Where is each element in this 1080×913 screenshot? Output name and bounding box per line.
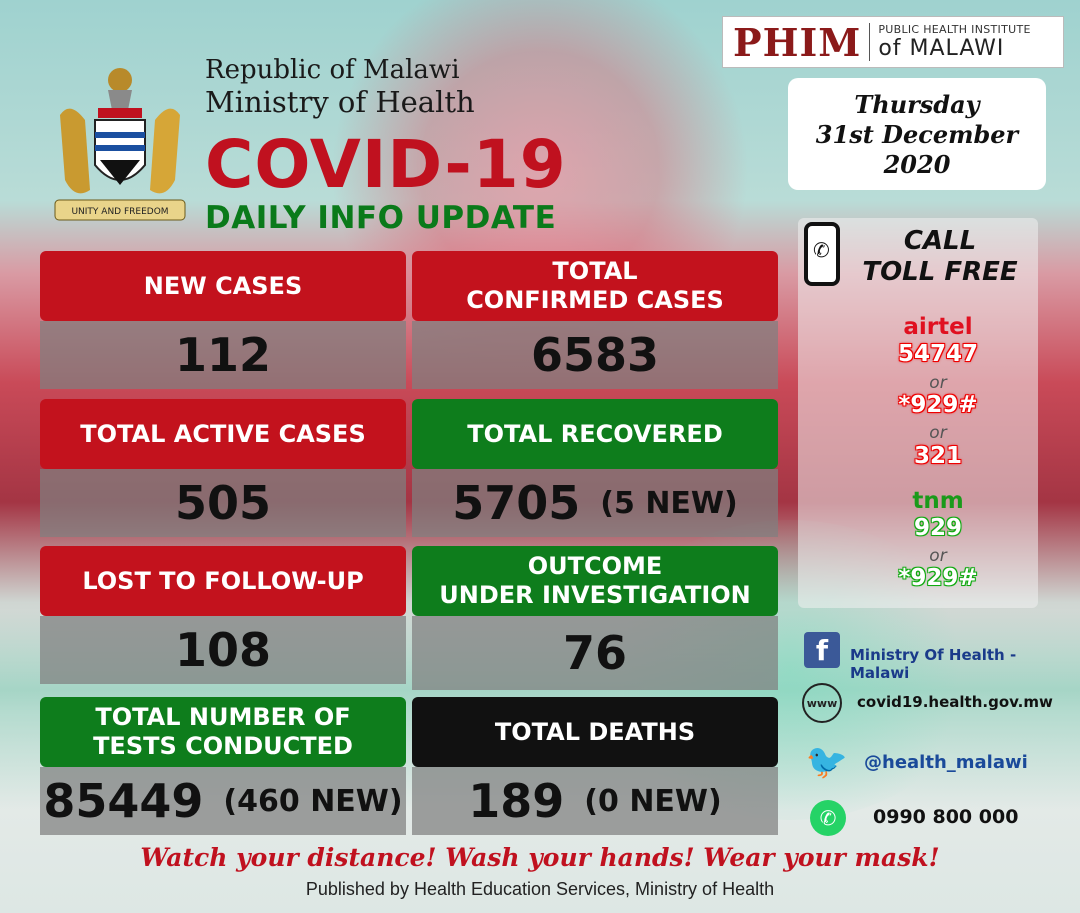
phone-icon bbox=[804, 222, 840, 286]
new-cases-number: 112 bbox=[174, 328, 272, 382]
phim-small-text: PUBLIC HEALTH INSTITUTE bbox=[878, 23, 1031, 36]
whatsapp-icon[interactable]: ✆ bbox=[810, 800, 846, 836]
or-label-3: or bbox=[929, 546, 947, 566]
coat-of-arms-icon: UNITY AND FREEDOM bbox=[54, 68, 186, 221]
facebook-icon[interactable]: f bbox=[804, 632, 840, 668]
new-cases-header: NEW CASES bbox=[40, 251, 406, 321]
airtel-number-1[interactable]: 54747 bbox=[897, 341, 979, 367]
total-recovered-number: 5705 bbox=[452, 476, 581, 530]
slogan: Watch your distance! Wash your hands! We… bbox=[140, 843, 940, 872]
deaths-value: 189 (0 NEW) bbox=[412, 767, 778, 835]
airtel-label: airtel bbox=[903, 314, 973, 340]
tests-note: (460 NEW) bbox=[223, 783, 403, 819]
toll-free-label: TOLL FREE bbox=[862, 257, 1018, 287]
total-confirmed-value: 6583 bbox=[412, 321, 778, 389]
tnm-number-2[interactable]: *929# bbox=[898, 565, 978, 591]
or-label-1: or bbox=[929, 373, 947, 393]
phim-logo-text: PHIM bbox=[733, 19, 862, 65]
page-subtitle: DAILY INFO UPDATE bbox=[205, 200, 557, 236]
total-confirmed-label-2: CONFIRMED CASES bbox=[466, 286, 724, 314]
date-day: Thursday bbox=[854, 90, 980, 119]
active-cases-header: TOTAL ACTIVE CASES bbox=[40, 399, 406, 469]
call-label: CALL bbox=[903, 226, 977, 256]
twitter-icon[interactable]: 🐦 bbox=[805, 742, 849, 782]
total-recovered-header: TOTAL RECOVERED bbox=[412, 399, 778, 469]
tests-number: 85449 bbox=[43, 774, 204, 828]
deaths-number: 189 bbox=[468, 774, 565, 828]
total-recovered-label: TOTAL RECOVERED bbox=[467, 419, 723, 448]
lost-followup-number: 108 bbox=[174, 623, 272, 677]
total-recovered-note: (5 NEW) bbox=[600, 485, 738, 521]
new-cases-label: NEW CASES bbox=[143, 271, 303, 300]
outcome-value: 76 bbox=[412, 616, 778, 690]
phim-logo: PHIM PUBLIC HEALTH INSTITUTE of MALAWI bbox=[722, 16, 1064, 68]
page-title: COVID-19 bbox=[205, 126, 567, 203]
active-cases-value: 505 bbox=[40, 469, 406, 537]
date-box: Thursday 31st December 2020 bbox=[788, 78, 1046, 190]
www-label: www bbox=[806, 696, 838, 710]
phim-big-text: of MALAWI bbox=[878, 36, 1005, 61]
twitter-link[interactable]: @health_malawi bbox=[864, 752, 1028, 773]
deaths-label: TOTAL DEATHS bbox=[494, 717, 696, 746]
outcome-header: OUTCOME UNDER INVESTIGATION bbox=[412, 546, 778, 616]
tests-label-2: TESTS CONDUCTED bbox=[93, 732, 353, 760]
active-cases-label: TOTAL ACTIVE CASES bbox=[80, 419, 366, 448]
website-link[interactable]: covid19.health.gov.mw bbox=[857, 693, 1053, 711]
publisher-credit: Published by Health Education Services, … bbox=[305, 879, 775, 899]
tnm-label: tnm bbox=[912, 488, 964, 514]
tnm-number-1[interactable]: 929 bbox=[913, 515, 962, 541]
lost-followup-value: 108 bbox=[40, 616, 406, 684]
lost-followup-label: LOST TO FOLLOW-UP bbox=[82, 566, 364, 595]
lost-followup-header: LOST TO FOLLOW-UP bbox=[40, 546, 406, 616]
or-label-2: or bbox=[929, 423, 947, 443]
total-recovered-value: 5705 (5 NEW) bbox=[412, 469, 778, 537]
deaths-header: TOTAL DEATHS bbox=[412, 697, 778, 767]
airtel-number-2[interactable]: *929# bbox=[898, 392, 978, 418]
total-confirmed-number: 6583 bbox=[530, 328, 660, 382]
outcome-label-2: UNDER INVESTIGATION bbox=[439, 581, 751, 609]
ministry-header: Republic of Malawi Ministry of Health bbox=[205, 55, 475, 119]
outcome-number: 76 bbox=[562, 626, 627, 680]
date-year: 2020 bbox=[883, 150, 951, 179]
globe-icon[interactable]: www bbox=[802, 683, 842, 723]
toll-free-title: CALL TOLL FREE bbox=[850, 226, 1030, 288]
whatsapp-number[interactable]: 0990 800 000 bbox=[873, 806, 1019, 828]
tests-label-1: TOTAL NUMBER OF bbox=[95, 703, 351, 731]
date-date: 31st December bbox=[815, 120, 1019, 149]
outcome-label-1: OUTCOME bbox=[527, 552, 663, 580]
new-cases-value: 112 bbox=[40, 321, 406, 389]
deaths-note: (0 NEW) bbox=[584, 783, 722, 819]
coat-motto: UNITY AND FREEDOM bbox=[71, 207, 168, 217]
total-confirmed-header: TOTAL CONFIRMED CASES bbox=[412, 251, 778, 321]
tests-header: TOTAL NUMBER OF TESTS CONDUCTED bbox=[40, 697, 406, 767]
republic-title: Republic of Malawi bbox=[205, 55, 460, 85]
total-confirmed-label-1: TOTAL bbox=[552, 257, 638, 285]
active-cases-number: 505 bbox=[174, 476, 272, 530]
facebook-link[interactable]: Ministry Of Health - Malawi bbox=[850, 646, 1017, 682]
airtel-number-3[interactable]: 321 bbox=[913, 443, 962, 469]
ministry-title: Ministry of Health bbox=[205, 85, 475, 119]
phim-divider bbox=[869, 23, 871, 61]
tests-value: 85449 (460 NEW) bbox=[40, 767, 406, 835]
